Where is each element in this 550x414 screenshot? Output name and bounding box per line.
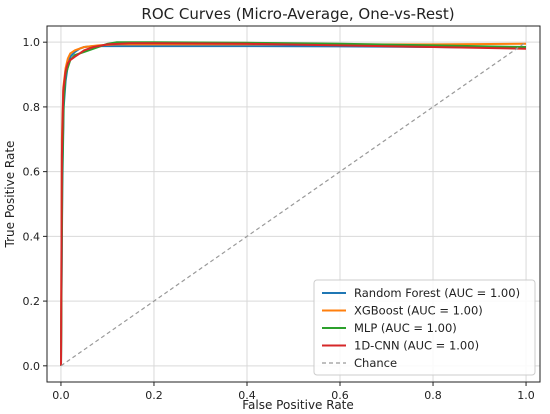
legend-label-1: XGBoost (AUC = 1.00) [354,304,483,318]
series-layer [60,41,527,367]
x-tick-label: 0.6 [331,389,349,402]
x-tick-label: 0.0 [52,389,70,402]
y-axis-label: True Positive Rate [3,141,17,249]
y-tick-label: 0.2 [23,295,41,308]
legend-label-4: Chance [354,356,397,370]
y-tick-label: 0.0 [23,360,41,373]
x-tick-label: 1.0 [517,389,535,402]
legend-label-0: Random Forest (AUC = 1.00) [354,286,520,300]
legend: Random Forest (AUC = 1.00) XGBoost (AUC =… [313,279,536,376]
y-tick-label: 0.4 [23,230,41,243]
series-line-4 [60,41,527,367]
series-line-3 [60,42,527,366]
legend-label-3: 1D-CNN (AUC = 1.00) [354,339,479,353]
plot-frame [46,25,541,383]
ticks: 0.0 0.2 0.4 0.6 0.8 1.0 0.0 0.2 0.4 0.6 0.8 1.0 [23,36,535,402]
chart-title: ROC Curves (Micro-Average, One-vs-Rest) [141,5,454,23]
y-tick-label: 0.6 [23,166,41,179]
y-tick-label: 1.0 [23,36,41,49]
x-tick-label: 0.8 [424,389,442,402]
x-tick-label: 0.4 [238,389,256,402]
x-axis-label: False Positive Rate [242,398,354,412]
legend-box [313,279,536,376]
y-tick-label: 0.8 [23,101,41,114]
x-tick-label: 0.2 [145,389,163,402]
legend-label-2: MLP (AUC = 1.00) [354,321,457,335]
